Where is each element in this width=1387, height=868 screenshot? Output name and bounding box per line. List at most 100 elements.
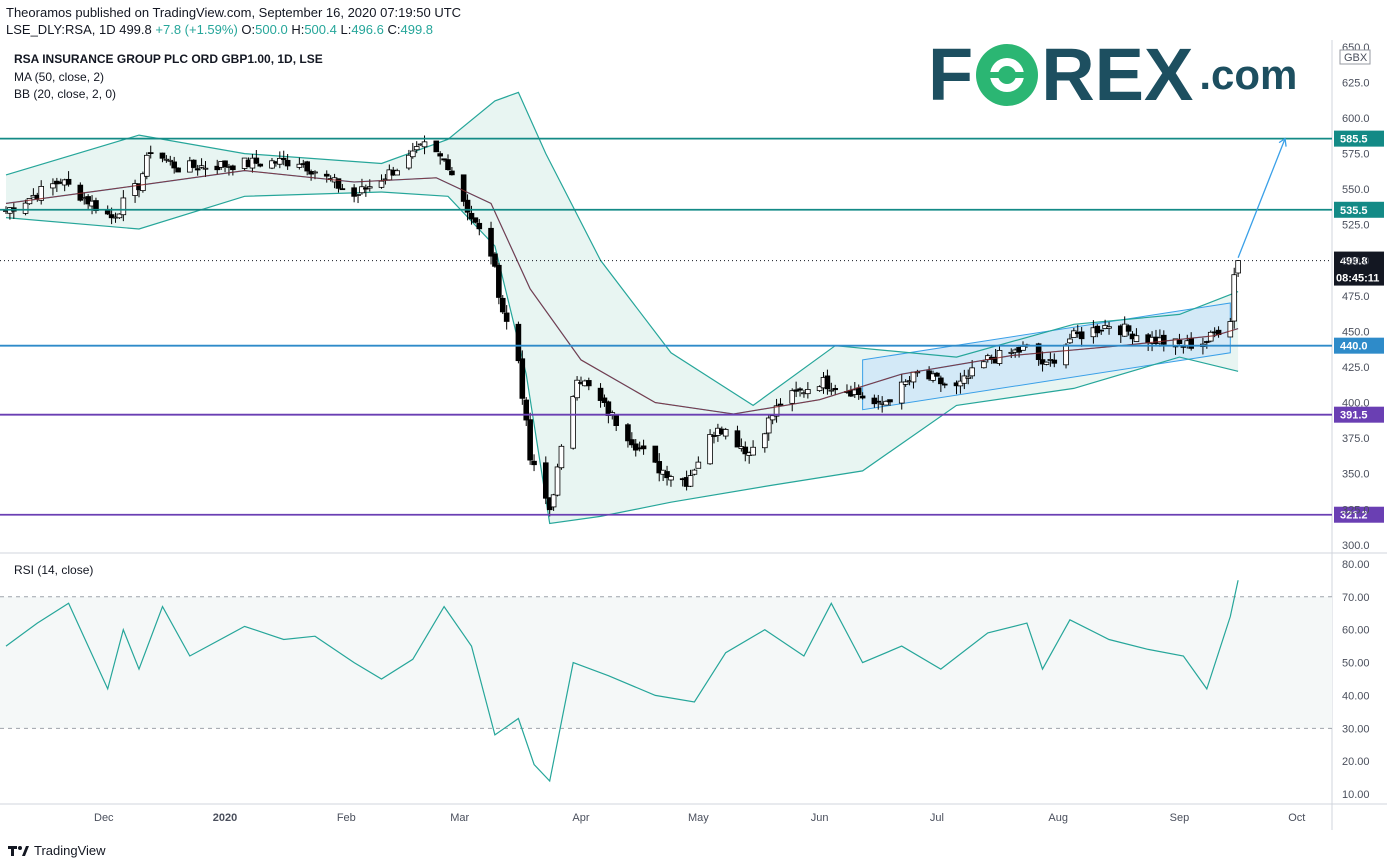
rsi-axis-tick: 50.00 xyxy=(1342,658,1370,670)
projection-arrowhead xyxy=(1278,137,1287,147)
legend-title[interactable]: RSA INSURANCE GROUP PLC ORD GBP1.00, 1D,… xyxy=(14,52,323,66)
candle xyxy=(1227,321,1234,338)
candle xyxy=(1098,329,1105,332)
candle xyxy=(230,165,236,171)
candle xyxy=(202,167,209,170)
publisher-line: Theoramos published on TradingView.com, … xyxy=(6,5,462,20)
candle xyxy=(965,376,972,379)
candle xyxy=(1188,338,1194,349)
candle xyxy=(26,198,33,205)
candle xyxy=(277,157,283,165)
price-axis-tick: 425.0 xyxy=(1342,362,1370,374)
candle xyxy=(762,433,768,449)
level-tag-585.5 xyxy=(1334,130,1384,147)
rsi-axis-tick: 30.00 xyxy=(1342,723,1370,735)
candle xyxy=(765,417,772,434)
brand-dotcom: .com xyxy=(1199,51,1298,98)
candle xyxy=(499,297,506,313)
time-axis-tick: Oct xyxy=(1288,812,1305,824)
candle xyxy=(797,388,803,391)
legend-ma[interactable]: MA (50, close, 2) xyxy=(14,70,105,84)
time-axis-tick: Apr xyxy=(572,812,589,824)
candle xyxy=(1176,339,1183,345)
candle xyxy=(253,157,260,164)
last-price: 499.8 xyxy=(119,22,152,37)
candle xyxy=(816,386,823,392)
candle xyxy=(296,163,303,168)
rsi-axis-tick: 40.00 xyxy=(1342,690,1370,702)
candle xyxy=(460,174,467,202)
candle xyxy=(824,375,831,390)
bollinger-lower-line xyxy=(5,191,1239,525)
level-label-535.5: 535.5 xyxy=(1340,205,1368,217)
candle xyxy=(570,396,576,449)
candle xyxy=(574,379,580,399)
time-axis-tick: Dec xyxy=(94,812,114,824)
candle xyxy=(214,165,221,171)
candle xyxy=(855,387,862,395)
time-axis-tick: 2020 xyxy=(213,812,237,824)
candle xyxy=(339,188,346,191)
close-value: 499.8 xyxy=(400,22,434,37)
candle xyxy=(464,199,471,213)
candle xyxy=(969,367,975,377)
price-change: +7.8 (+1.59%) xyxy=(155,22,238,37)
symbol-label: LSE_DLY:RSA, 1D xyxy=(6,22,116,37)
candle xyxy=(601,397,608,403)
countdown-label: 08:45:11 xyxy=(1336,273,1379,285)
low-label: L: xyxy=(340,22,352,37)
price-axis-tick: 400.0 xyxy=(1342,398,1370,410)
candle xyxy=(1020,346,1026,351)
rsi-axis-tick: 60.00 xyxy=(1342,625,1370,637)
candle xyxy=(597,387,604,401)
candle xyxy=(542,462,549,499)
candle xyxy=(652,445,659,463)
price-axis-tick: 350.0 xyxy=(1342,469,1370,481)
candle xyxy=(269,160,275,169)
candle xyxy=(531,460,537,466)
footer[interactable]: TradingView xyxy=(8,843,106,858)
candle xyxy=(832,387,839,391)
candle xyxy=(363,187,369,190)
candle xyxy=(222,160,228,168)
candle xyxy=(163,158,170,161)
candle xyxy=(22,202,29,214)
candle xyxy=(437,153,443,157)
candle xyxy=(421,141,428,148)
high-label: H: xyxy=(291,22,305,37)
candle xyxy=(898,381,905,404)
candle xyxy=(1063,344,1069,366)
candle xyxy=(85,196,91,205)
rsi-line xyxy=(5,580,1239,783)
candle xyxy=(323,173,330,177)
forex-brand-logo: F REX .com xyxy=(928,36,1297,114)
symbol-quote-line: LSE_DLY:RSA, 1D 499.8 +7.8 (+1.59%) O:50… xyxy=(6,22,433,37)
candle xyxy=(613,414,619,426)
candle xyxy=(120,197,127,216)
level-label-440.0: 440.0 xyxy=(1340,341,1368,353)
candle xyxy=(171,161,177,169)
candle xyxy=(488,227,494,257)
candle xyxy=(523,399,530,421)
candle xyxy=(664,471,670,479)
candle xyxy=(938,377,944,385)
candle xyxy=(503,312,510,322)
time-axis-tick: Sep xyxy=(1170,812,1190,824)
candle xyxy=(433,140,440,153)
tradingview-logo-icon xyxy=(8,845,30,857)
candle xyxy=(910,371,917,383)
candle xyxy=(394,170,400,176)
candle xyxy=(1231,274,1238,322)
candle xyxy=(445,159,451,171)
candle xyxy=(496,264,502,298)
candle xyxy=(1035,343,1042,360)
brand-coin-icon xyxy=(976,44,1039,106)
level-tag-535.5 xyxy=(1334,201,1384,218)
candle xyxy=(789,390,796,404)
candle xyxy=(769,415,776,421)
legend-bb[interactable]: BB (20, close, 2, 0) xyxy=(14,87,117,101)
legend-rsi[interactable]: RSI (14, close) xyxy=(14,563,94,577)
price-axis-tick: 450.0 xyxy=(1342,326,1370,338)
candle xyxy=(38,186,45,201)
